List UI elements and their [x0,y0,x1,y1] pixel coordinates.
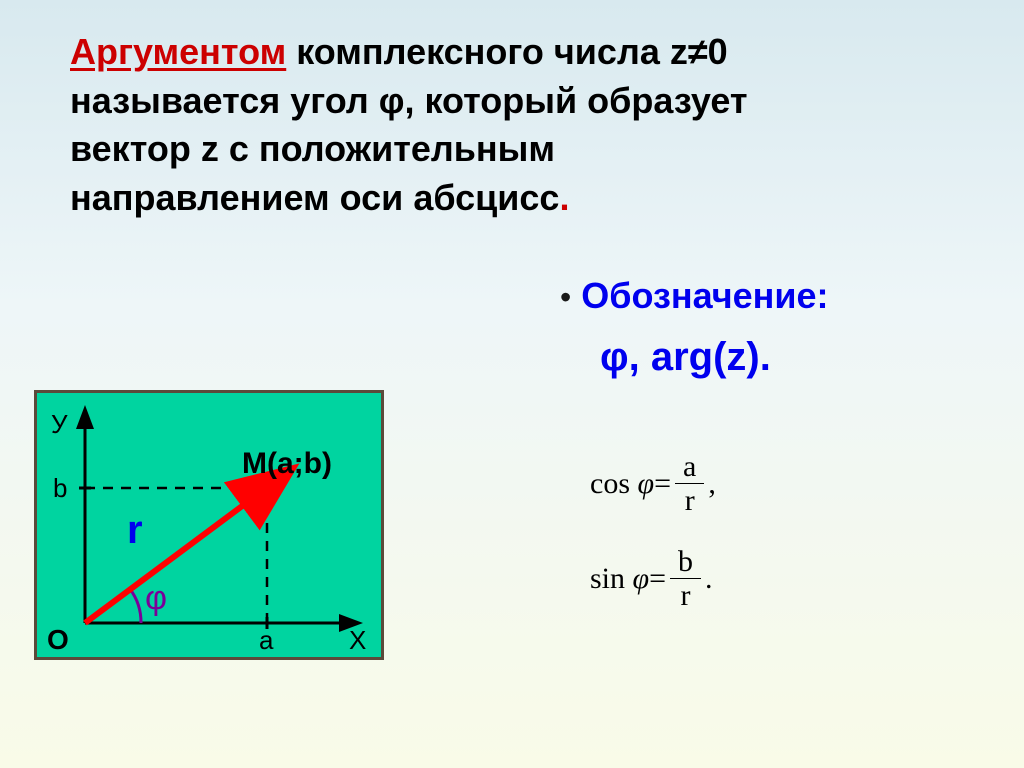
sin-period: . [705,562,713,595]
eq-sign: = [654,467,671,500]
vector-diagram: О Х У a b M(a;b) r φ [34,390,384,660]
eq-sign-2: = [649,562,666,595]
cos-phi: φ [638,467,655,500]
title-line1-rest: комплексного числа z≠0 [286,31,727,72]
sin-text: sin [590,562,625,595]
title-line2: называется угол φ, который образует [70,80,748,121]
x-axis-label: Х [349,625,366,655]
slide-title: Аргументом комплексного числа z≠0 называ… [70,28,954,222]
formula-sin: sin φ = b r . [590,545,716,612]
sin-phi: φ [633,562,650,595]
notation-symbols: φ, arg(z). [600,335,1000,380]
r-label: r [127,508,143,552]
a-tick-label: a [259,625,274,655]
notation-block: • Обозначение: φ, arg(z). [560,275,1000,380]
b-tick-label: b [53,473,67,503]
sin-numerator: b [670,545,701,578]
cos-comma: , [708,467,716,500]
phi-label: φ [145,579,167,617]
y-axis-label: У [51,409,68,439]
angle-arc [130,589,141,623]
title-dot: . [559,177,569,218]
vector-r [85,492,261,623]
formulas-block: cos φ = a r , sin φ = b r . [590,450,716,640]
title-keyword: Аргументом [70,31,286,72]
bullet-icon: • [560,281,571,313]
title-line3: вектор z с положительным [70,128,555,169]
formula-cos: cos φ = a r , [590,450,716,517]
cos-numerator: a [675,450,704,483]
cos-text: cos [590,467,630,500]
notation-label: Обозначение: [581,275,828,317]
cos-denominator: r [675,483,704,517]
title-line4: направлением оси абсцисс [70,177,559,218]
origin-label: О [47,624,69,655]
sin-denominator: r [670,578,701,612]
point-label: M(a;b) [242,447,332,480]
